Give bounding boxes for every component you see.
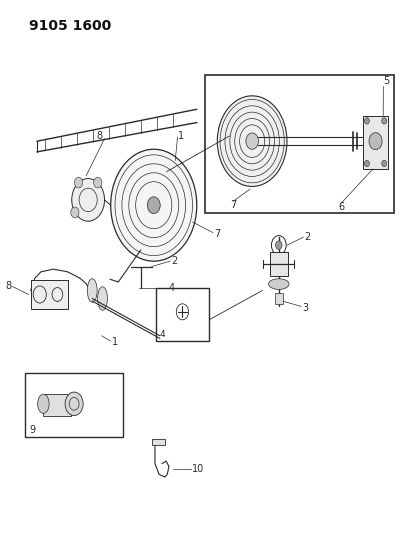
Bar	[362, 116, 387, 169]
Bar	[269, 252, 287, 276]
Circle shape	[364, 160, 369, 167]
Text: 6: 6	[338, 202, 344, 212]
Text: 2: 2	[171, 256, 177, 266]
Circle shape	[74, 177, 82, 188]
Text: 1: 1	[111, 337, 117, 347]
Circle shape	[275, 241, 281, 249]
Bar	[25, 373, 123, 437]
Text: 4: 4	[160, 330, 165, 339]
Circle shape	[364, 118, 369, 124]
Circle shape	[245, 133, 258, 149]
Text: 7: 7	[213, 229, 220, 239]
Text: 9: 9	[29, 425, 36, 434]
Bar	[151, 439, 164, 445]
Text: 3: 3	[301, 303, 308, 312]
Circle shape	[381, 118, 386, 124]
Text: 10: 10	[191, 464, 204, 474]
Circle shape	[110, 149, 196, 261]
Bar	[31, 280, 67, 309]
Circle shape	[147, 197, 160, 214]
Bar	[43, 394, 71, 416]
Text: 1: 1	[178, 131, 184, 141]
Circle shape	[381, 160, 386, 167]
Circle shape	[94, 177, 102, 188]
Text: 8: 8	[5, 281, 11, 292]
Circle shape	[368, 133, 381, 150]
Text: 8: 8	[96, 131, 102, 141]
Circle shape	[217, 96, 286, 187]
Bar	[274, 293, 282, 304]
Circle shape	[72, 179, 104, 221]
Text: 7: 7	[230, 200, 236, 210]
Bar	[204, 75, 393, 213]
Text: 9105 1600: 9105 1600	[29, 19, 111, 33]
Text: 2: 2	[303, 232, 310, 242]
Text: 4: 4	[169, 283, 175, 293]
Ellipse shape	[38, 394, 49, 414]
Ellipse shape	[97, 287, 107, 310]
Text: 5: 5	[382, 76, 389, 86]
Ellipse shape	[268, 279, 288, 289]
Circle shape	[71, 207, 79, 218]
Circle shape	[65, 392, 83, 416]
Ellipse shape	[87, 279, 97, 302]
Bar	[155, 288, 209, 341]
